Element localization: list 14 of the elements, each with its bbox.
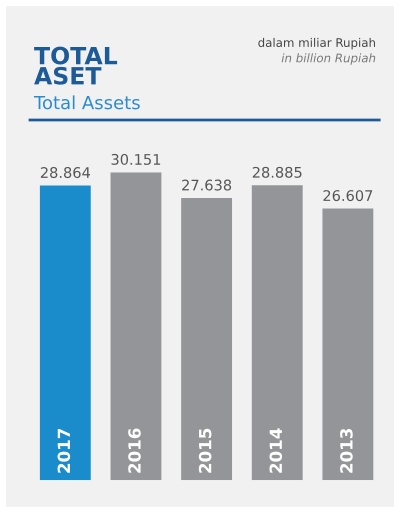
data-label: 26.607 <box>323 190 372 202</box>
x-tick-label: 2016 <box>128 428 141 473</box>
x-tick-label: 2015 <box>198 428 212 473</box>
x-tick-label: 2014 <box>269 428 282 473</box>
data-label: 30.151 <box>112 154 160 165</box>
data-label: 27.638 <box>182 180 232 191</box>
text: in billion Rupiah <box>282 53 376 65</box>
chart-title: TOTAL ASET <box>34 46 118 85</box>
text: dalam miliar Rupiah <box>258 38 375 50</box>
x-tick-label: 2013 <box>340 428 353 473</box>
chart-subtitle: Total Assets <box>34 95 140 110</box>
x-tick-label: 2017 <box>58 428 70 473</box>
data-label: 28.864 <box>40 167 90 178</box>
data-label: 28.885 <box>252 166 302 178</box>
